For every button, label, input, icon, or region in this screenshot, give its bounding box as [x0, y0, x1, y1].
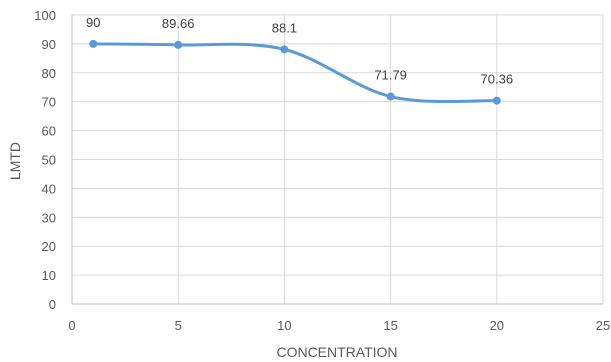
- y-axis-title: LMTD: [7, 142, 23, 180]
- y-tick-label-60: 60: [42, 124, 56, 139]
- data-labels: 90 89.66 88.1 71.79 70.36: [86, 15, 513, 87]
- x-tick-label-25: 25: [596, 318, 610, 333]
- data-point-1: [174, 40, 183, 49]
- data-label-1: 89.66: [162, 16, 195, 31]
- x-tick-label-5: 5: [175, 318, 182, 333]
- y-tick-label-20: 20: [42, 239, 56, 254]
- data-label-0: 90: [86, 15, 100, 30]
- x-axis-title: CONCENTRATION: [276, 344, 397, 360]
- data-label-3: 71.79: [374, 68, 407, 83]
- y-tick-label-10: 10: [42, 268, 56, 283]
- x-tick-label-10: 10: [277, 318, 291, 333]
- series-group: [89, 39, 501, 105]
- data-point-4: [492, 96, 501, 105]
- data-point-0: [89, 39, 98, 48]
- data-point-3: [386, 92, 395, 101]
- y-tick-labels: 0 10 20 30 40 50 60 70 80 90 100: [34, 8, 56, 312]
- x-tick-label-20: 20: [490, 318, 504, 333]
- data-label-2: 88.1: [272, 20, 297, 35]
- y-tick-label-80: 80: [42, 66, 56, 81]
- y-tick-label-90: 90: [42, 37, 56, 52]
- axes: [71, 15, 603, 305]
- y-tick-label-70: 70: [42, 95, 56, 110]
- y-tick-label-0: 0: [49, 297, 56, 312]
- y-tick-label-30: 30: [42, 210, 56, 225]
- data-label-4: 70.36: [481, 72, 514, 87]
- gridlines: [72, 14, 604, 304]
- x-tick-labels: 0 5 10 15 20 25: [68, 318, 610, 333]
- y-tick-label-50: 50: [42, 153, 56, 168]
- x-tick-label-15: 15: [383, 318, 397, 333]
- y-tick-label-100: 100: [34, 8, 56, 23]
- y-tick-label-40: 40: [42, 181, 56, 196]
- x-tick-label-0: 0: [68, 318, 75, 333]
- data-point-2: [280, 45, 289, 54]
